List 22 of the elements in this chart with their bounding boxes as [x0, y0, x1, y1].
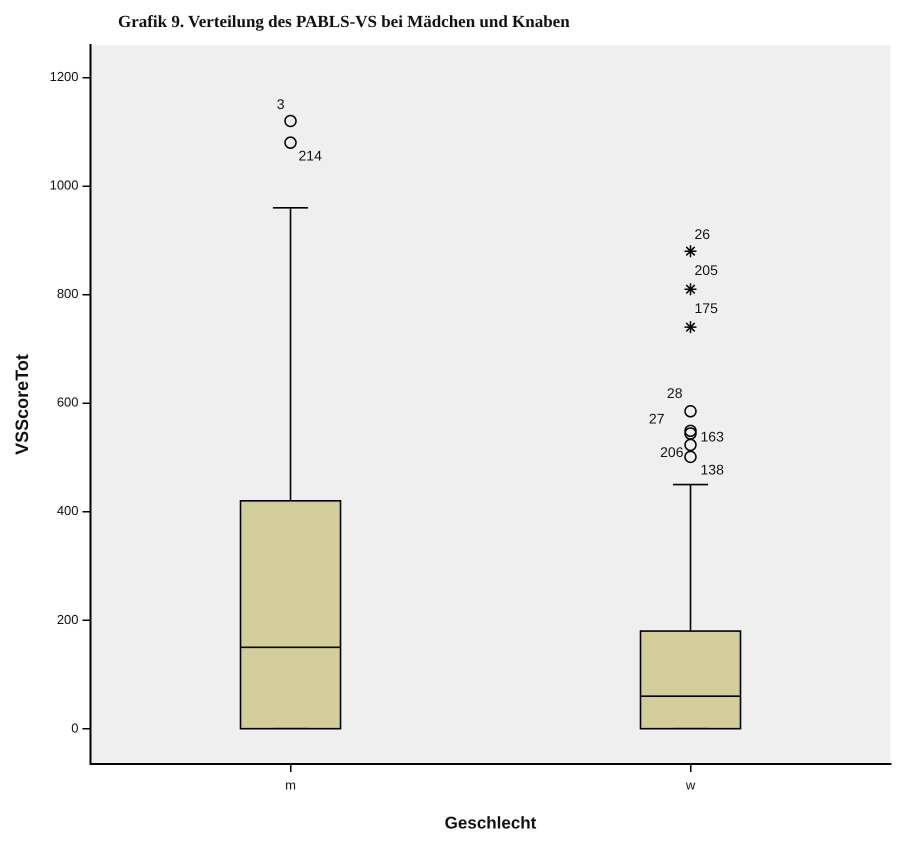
- annotation: 163: [700, 428, 724, 444]
- y-tick-label: 600: [56, 394, 79, 410]
- y-tick-label: 400: [56, 503, 79, 518]
- annotation: 205: [694, 262, 718, 278]
- chart-title: Grafik 9. Verteilung des PABLS-VS bei Mädchen und Knaben: [118, 12, 570, 32]
- y-tick-label: 800: [56, 286, 79, 302]
- annotation: 3: [276, 96, 285, 112]
- annotation: 26: [694, 226, 710, 242]
- y-tick-label: 1000: [50, 178, 79, 193]
- y-tick-label: 1200: [50, 69, 79, 84]
- annotation: 28: [666, 385, 683, 402]
- annotation: 214: [298, 148, 322, 164]
- y-axis-title: VSScoreTot: [12, 354, 32, 455]
- annotation: 206: [660, 444, 684, 460]
- x-tick-label: w: [684, 777, 696, 792]
- y-tick-label: 0: [71, 720, 79, 736]
- x-tick-label: m: [285, 777, 296, 792]
- annotation: 175: [694, 300, 718, 316]
- x-axis-title: Geschlecht: [444, 813, 537, 832]
- annotation: 27: [648, 410, 665, 427]
- annotation: 138: [700, 462, 724, 478]
- y-tick-label: 200: [56, 612, 79, 627]
